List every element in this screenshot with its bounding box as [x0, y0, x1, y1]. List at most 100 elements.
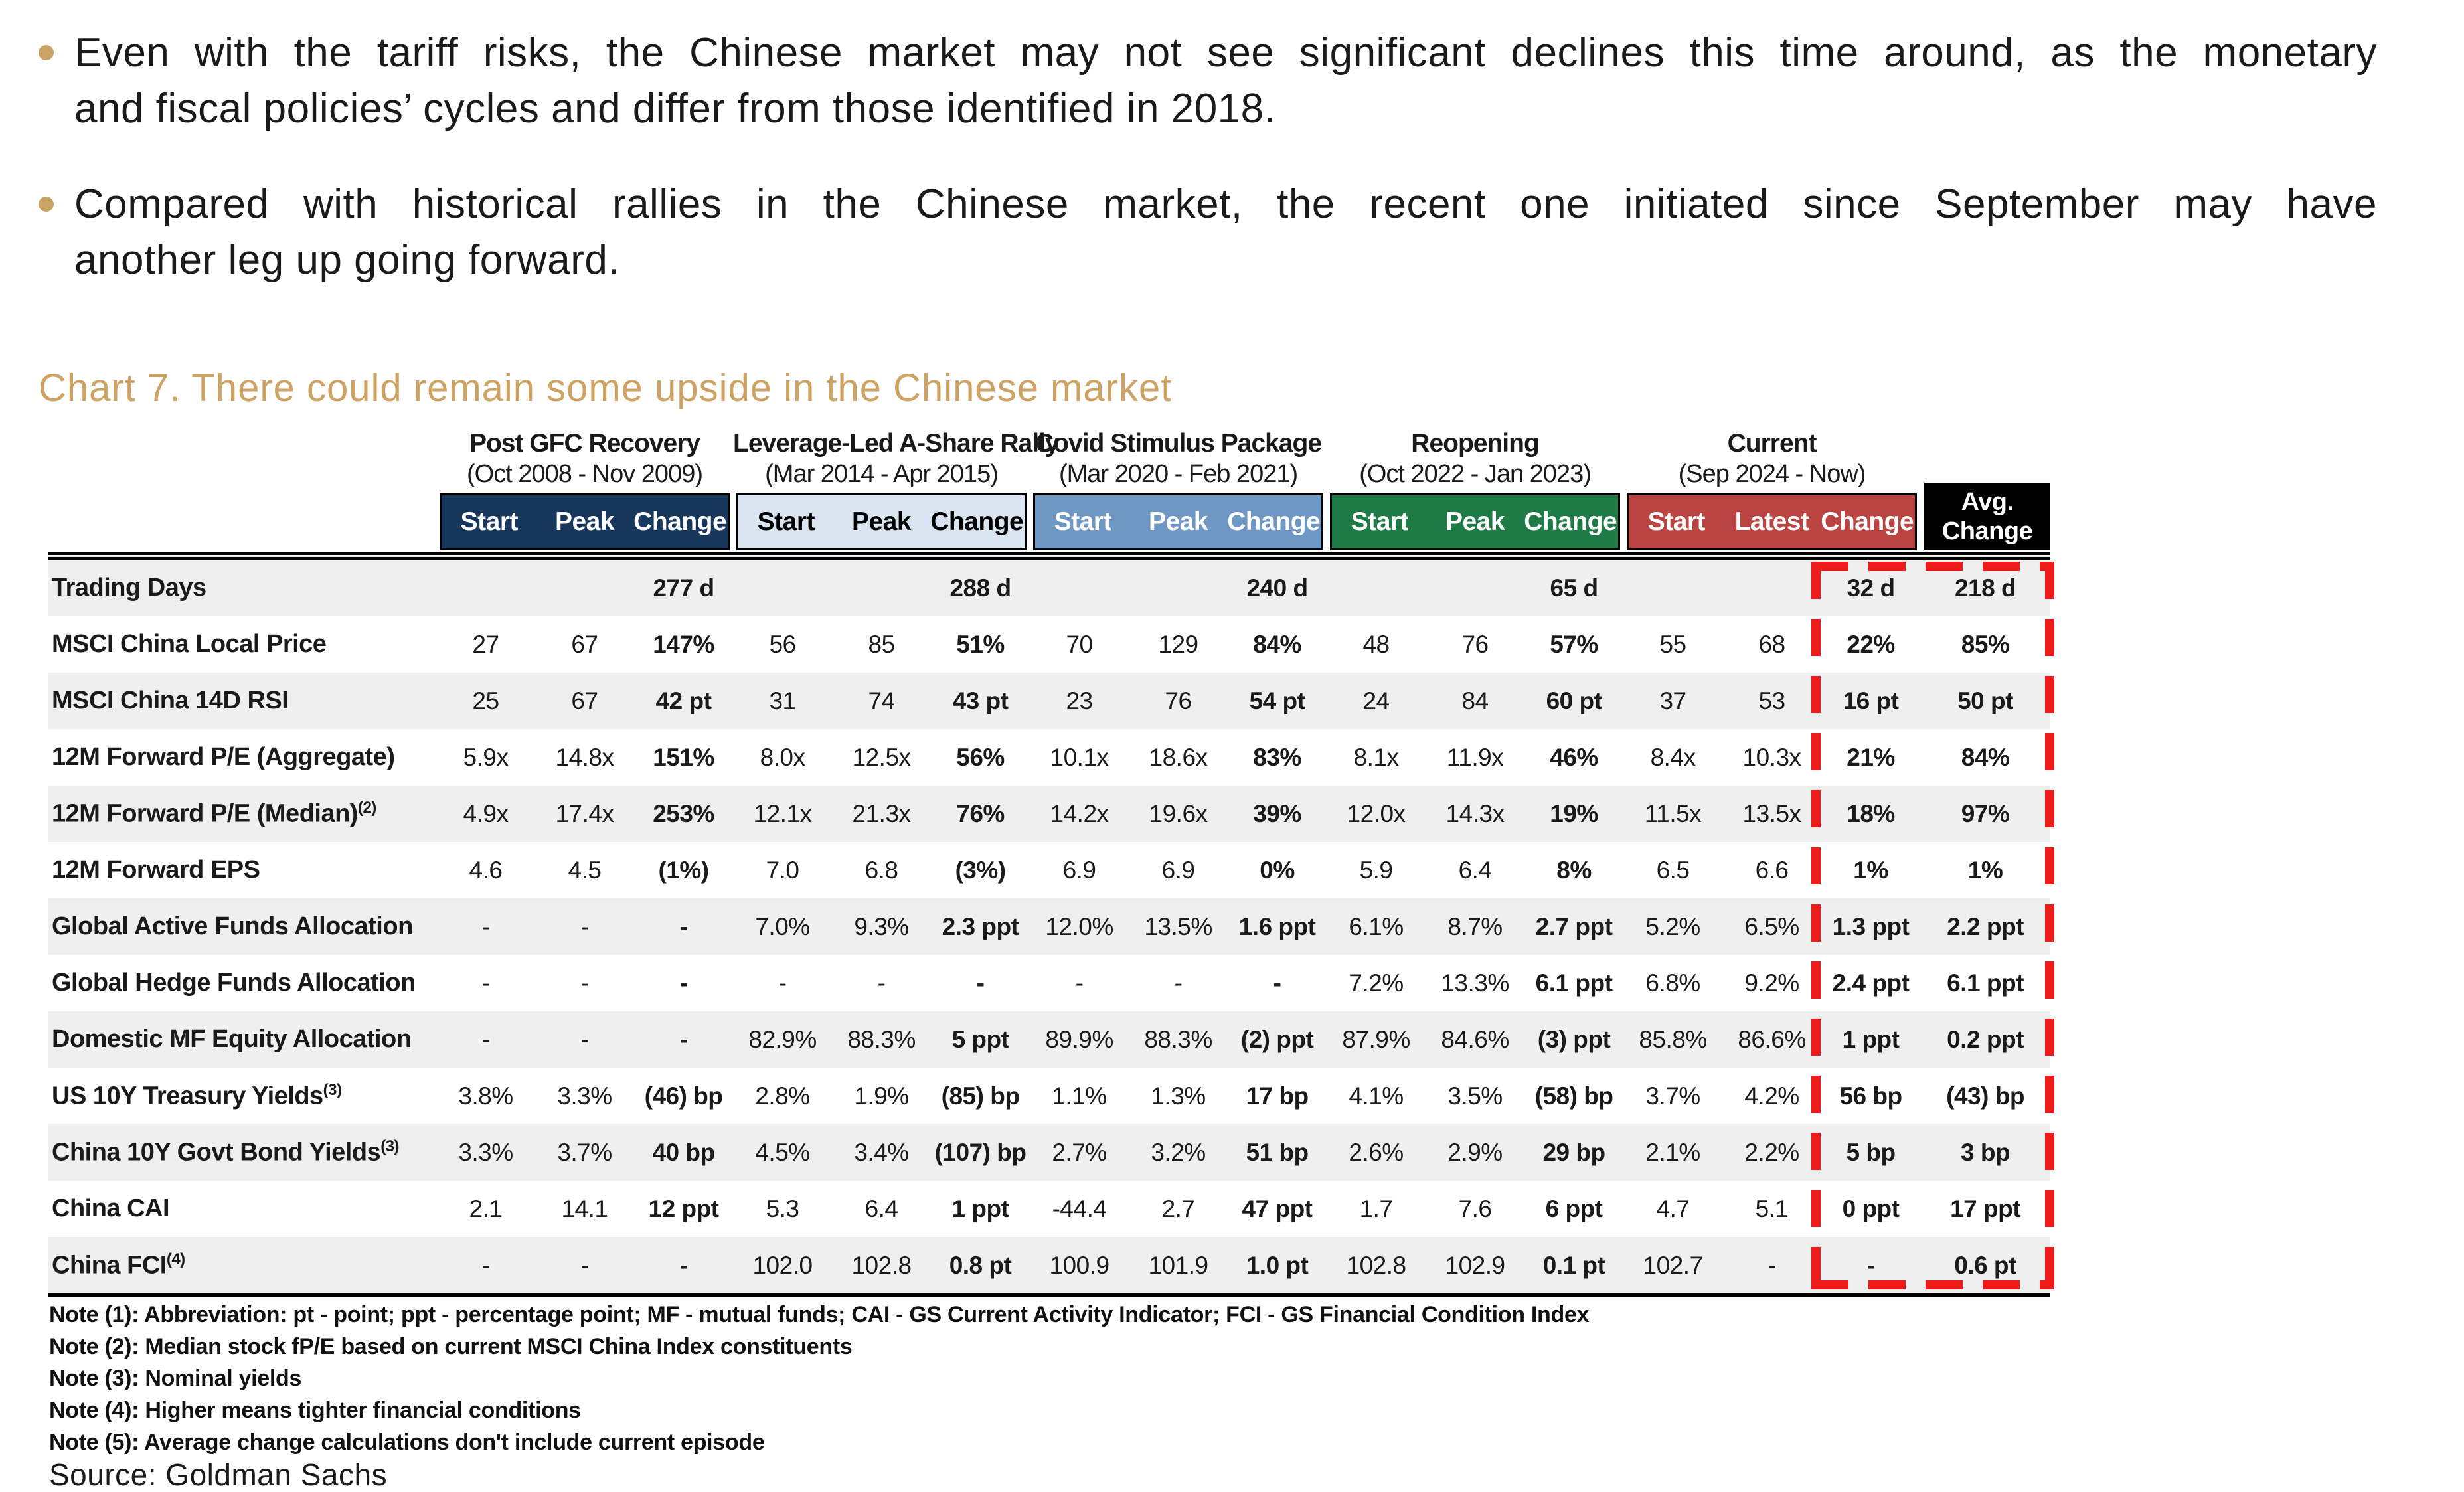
table-cell: 24 [1327, 673, 1426, 729]
table-cell: (58) bp [1534, 1082, 1613, 1110]
table-cell: 3.3% [436, 1124, 535, 1181]
table-cell: - [1722, 1237, 1822, 1297]
table-cell: 9.3% [832, 898, 932, 955]
table-cell: 8.4x [1650, 743, 1696, 771]
bullet-list: Even with the tariff risks, the Chinese … [39, 25, 2377, 328]
table-cell: 12.1x [733, 786, 833, 842]
group-dates: (Mar 2014 - Apr 2015) [765, 460, 999, 488]
table-cell: 1.7 [1359, 1195, 1393, 1222]
table-row: US 10Y Treasury Yields(3) 3.8% 3.3% (46) bp… [48, 1068, 2050, 1124]
table-cell: 84.6% [1426, 1011, 1525, 1068]
table-row: China 10Y Govt Bond Yields(3) 3.3% 3.7% 40 … [48, 1124, 2051, 1181]
table-cell: 2.9% [1426, 1124, 1525, 1181]
table-cell: 97% [1920, 786, 2051, 842]
band-header-row: Start Peak Change Start Peak Change [48, 483, 2051, 560]
row-label: Global Hedge Funds Allocation [52, 969, 416, 997]
table-cell: 4.2% [1744, 1082, 1799, 1110]
table-cell: 2.7% [1030, 1124, 1129, 1181]
table-cell: 6.1 ppt [1947, 969, 2024, 997]
table-cell: 10.3x [1742, 743, 1802, 771]
chart-title: Chart 7. There could remain some upside … [39, 367, 1173, 410]
group-title-row: Post GFC Recovery (Oct 2008 - Nov 2009) … [48, 425, 2050, 489]
table-cell: 86.6% [1722, 1011, 1822, 1068]
table-cell: 76 [1461, 630, 1489, 658]
group-dates: (Oct 2008 - Nov 2009) [467, 460, 703, 488]
table-cell: 102.7 [1623, 1237, 1723, 1297]
table-cell: 3.8% [458, 1082, 513, 1110]
table-cell: 18.6x [1149, 743, 1208, 771]
table-cell: - [535, 898, 634, 955]
table-cell: 17 bp [1246, 1082, 1309, 1110]
bullet-line: and fiscal policies’ cycles and differ f… [74, 86, 1276, 131]
table-cell: 277 d [634, 556, 734, 616]
table-cell: 6.1 ppt [1535, 969, 1613, 997]
table-cell: 6.4 [1458, 856, 1492, 884]
band-cell-leverage-rally: Start Peak Change [733, 489, 1030, 560]
source-text: Source: Goldman Sachs [49, 1457, 388, 1492]
table-cell: 6.1% [1327, 898, 1426, 955]
table-cell: 85% [1961, 630, 2010, 658]
table-cell: 82.9% [733, 1011, 833, 1068]
group-header-covid-stimulus: Covid Stimulus Package (Mar 2020 - Feb 2… [1030, 425, 1327, 489]
table-cell: 102.8 [1327, 1237, 1426, 1297]
table-cell: 12 ppt [648, 1195, 719, 1222]
table-cell: 1 ppt [1821, 1011, 1921, 1068]
band-label: Peak [1445, 507, 1505, 536]
table-cell [1623, 556, 1723, 616]
table-cell: 84% [1961, 743, 2010, 771]
table-cell: 14.1 [561, 1195, 608, 1222]
band-label: Change [930, 507, 1024, 536]
table-cell: 218 d [1920, 556, 2051, 616]
table-cell: 7.0 [766, 856, 799, 884]
table-cell: 17 ppt [1950, 1195, 2021, 1222]
table-cell: 2.2% [1722, 1124, 1822, 1181]
table-row: 12M Forward P/E (Aggregate) 5.9x 14.8x 151%… [48, 729, 2050, 786]
bullet-line: Compared with historical rallies in the … [74, 181, 2377, 227]
band-cell-current: Start Latest Change [1623, 489, 1921, 560]
table-cell: 101.9 [1129, 1237, 1228, 1297]
table-cell: 7.6 [1458, 1195, 1492, 1222]
table-cell [1722, 556, 1822, 616]
table-cell: 43 pt [931, 673, 1030, 729]
table-row: Trading Days 277 d 288 d 240 d 65 d 32 d 218 d [48, 556, 2051, 616]
table-cell: 87.9% [1327, 1011, 1426, 1068]
avg-label-line2: Change [1941, 517, 2033, 545]
note-line: Note (1): Abbreviation: pt - point; ppt … [49, 1302, 1590, 1327]
table-cell: - [535, 1011, 634, 1068]
table-head: Post GFC Recovery (Oct 2008 - Nov 2009) … [48, 425, 2051, 560]
table-cell: 2.8% [755, 1082, 810, 1110]
row-label: China 10Y Govt Bond Yields(3) [48, 1124, 436, 1181]
avg-change-header: Avg. Change [1924, 483, 2051, 550]
table-cell: 5 ppt [931, 1011, 1030, 1068]
table-cell: 74 [832, 673, 932, 729]
table-cell: 56 [769, 630, 796, 658]
table-cell: 60 pt [1524, 673, 1624, 729]
table-cell: 84 [1426, 673, 1525, 729]
table-cell: 12.0x [1327, 786, 1426, 842]
table-cell: 85 [868, 630, 895, 658]
table-cell [832, 556, 932, 616]
table-row: Global Active Funds Allocation - - -7.0% 9.3… [48, 898, 2051, 955]
note-line: Note (3): Nominal yields [49, 1366, 302, 1391]
table-cell: 6.9 [1062, 856, 1096, 884]
band-current: Start Latest Change [1627, 493, 1918, 550]
table-cell: 8.1x [1353, 743, 1399, 771]
table-cell: 3.3% [557, 1082, 612, 1110]
band-cell-reopening: Start Peak Change [1327, 489, 1624, 560]
table-cell: 2.4 ppt [1832, 969, 1910, 997]
table-cell: - [679, 969, 688, 997]
table-cell: 147% [653, 630, 714, 658]
table-cell: (3%) [955, 856, 1006, 884]
table-cell: 6.5% [1722, 898, 1822, 955]
table-cell: 2.1% [1623, 1124, 1723, 1181]
table-cell: 4.7 [1656, 1195, 1690, 1222]
table-body: Trading Days 277 d 288 d 240 d 65 d 32 d 218 d… [48, 556, 2051, 1297]
table-cell: 3.4% [832, 1124, 932, 1181]
band-label: Change [1227, 507, 1321, 536]
table-cell: 21% [1847, 743, 1895, 771]
group-name: Current [1727, 429, 1817, 457]
table-cell [1129, 556, 1228, 616]
group-header-leverage-rally: Leverage-Led A-Share Rally (Mar 2014 - A… [733, 425, 1060, 489]
table-row: 12M Forward P/E (Median)(2) 4.9x 17.4x 253%… [48, 786, 2051, 842]
